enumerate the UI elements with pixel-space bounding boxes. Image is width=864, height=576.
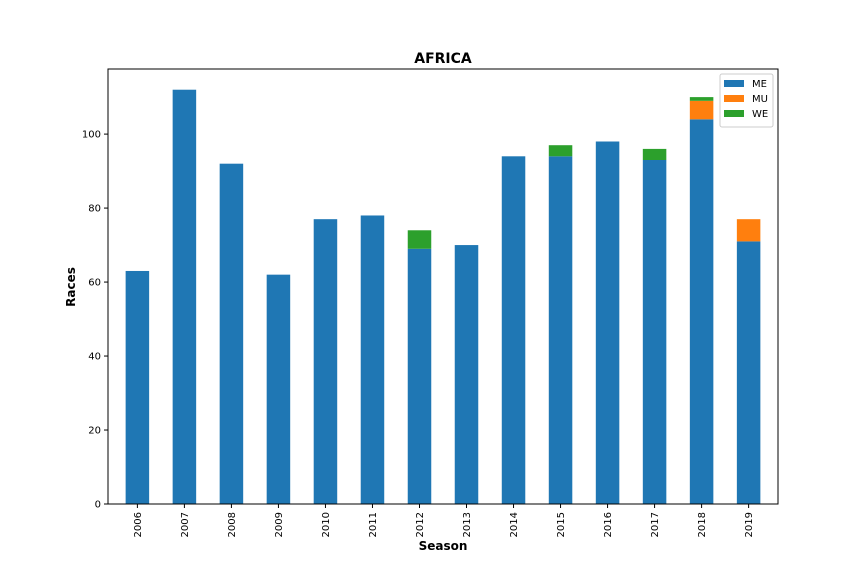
bars-group [125, 89, 761, 505]
bar-me-2015 [548, 156, 573, 505]
legend-label-me: ME [752, 79, 767, 90]
bar-me-2014 [501, 156, 526, 505]
chart-title: AFRICA [414, 51, 472, 67]
bar-mu-2019 [736, 219, 761, 242]
legend-label-mu: MU [752, 94, 768, 105]
bar-me-2013 [454, 245, 479, 504]
legend-label-we: WE [752, 109, 768, 120]
bar-we-2017 [642, 148, 667, 160]
bar-me-2009 [266, 274, 291, 504]
bar-me-2019 [736, 241, 761, 504]
legend: ME MU WE [719, 73, 774, 128]
x-tick-label: 2010 [321, 512, 332, 537]
bar-mu-2018 [689, 100, 714, 120]
legend-swatch-we [724, 110, 744, 117]
plot-frame [107, 68, 779, 505]
x-tick-label: 2009 [274, 512, 285, 537]
x-tick-label: 2015 [556, 512, 567, 537]
y-axis-title: Races [64, 267, 78, 307]
y-tick-label: 60 [88, 278, 101, 289]
y-tick-label: 20 [88, 426, 101, 437]
y-tick-label: 40 [88, 352, 101, 363]
x-tick-label: 2017 [650, 512, 661, 537]
bar-me-2012 [407, 248, 432, 504]
legend-swatch-mu [724, 95, 744, 102]
bar-me-2007 [172, 89, 197, 505]
bar-me-2018 [689, 119, 714, 504]
x-tick-label: 2008 [227, 512, 238, 537]
x-tick-label: 2007 [180, 512, 191, 537]
bar-me-2011 [360, 215, 385, 505]
x-tick-label: 2014 [509, 512, 520, 537]
bar-we-2018 [689, 97, 714, 101]
x-axis-title: Season [419, 539, 468, 553]
x-tick-label: 2019 [744, 512, 755, 537]
x-tick-label: 2011 [368, 512, 379, 537]
legend-swatch-me [724, 80, 744, 87]
bar-we-2015 [548, 145, 573, 157]
x-tick-label: 2013 [462, 512, 473, 537]
y-tick-label: 80 [88, 204, 101, 215]
x-tick-label: 2016 [603, 512, 614, 537]
x-tick-label: 2018 [697, 512, 708, 537]
bar-me-2010 [313, 219, 338, 504]
bar-me-2008 [219, 163, 244, 504]
x-tick-label: 2012 [415, 512, 426, 537]
y-tick-label: 100 [82, 130, 101, 141]
bar-me-2016 [595, 141, 620, 504]
bar-me-2006 [125, 270, 150, 504]
bar-we-2012 [407, 230, 432, 249]
x-axis: 2006 2007 2008 2009 2010 2011 2012 2013 2014 2015… [133, 504, 755, 537]
bar-me-2017 [642, 159, 667, 505]
y-axis: 0 20 40 60 80 100 [82, 130, 108, 511]
x-tick-label: 2006 [133, 512, 144, 537]
y-tick-label: 0 [95, 500, 101, 511]
